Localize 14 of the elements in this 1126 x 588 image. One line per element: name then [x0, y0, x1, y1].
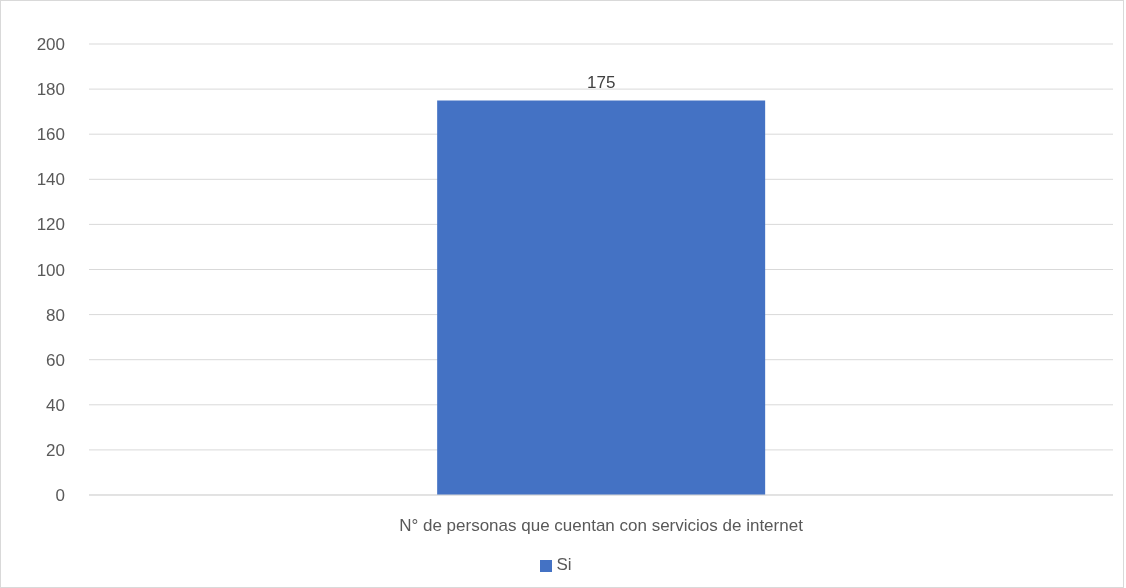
- y-tick-label: 20: [46, 440, 65, 460]
- legend-label: Si: [556, 555, 572, 574]
- y-tick-label: 0: [55, 486, 65, 506]
- y-tick-label: 200: [36, 35, 65, 55]
- x-tick-label: N° de personas que cuentan con servicios de internet: [399, 516, 804, 536]
- y-tick-label: 180: [36, 80, 65, 100]
- y-tick-label: 80: [46, 305, 65, 325]
- y-tick-label: 60: [46, 350, 65, 370]
- y-tick-label: 160: [36, 125, 65, 145]
- y-tick-label: 100: [36, 260, 65, 280]
- y-tick-label: 140: [36, 170, 65, 190]
- data-label: 175: [586, 73, 616, 93]
- y-tick-label: 40: [46, 395, 65, 415]
- y-tick-label: 120: [36, 215, 65, 235]
